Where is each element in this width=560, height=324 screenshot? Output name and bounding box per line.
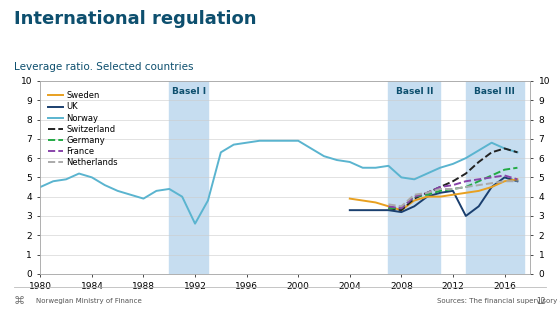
Text: Norwegian Ministry of Finance: Norwegian Ministry of Finance [36,298,142,304]
Text: ⌘: ⌘ [14,296,25,306]
Text: International regulation: International regulation [14,10,256,28]
Bar [169,81,208,274]
Text: Basel III: Basel III [474,87,515,96]
Legend: Sweden, UK, Norway, Switzerland, Germany, France, Netherlands: Sweden, UK, Norway, Switzerland, Germany… [44,88,121,170]
Text: Leverage ratio. Selected countries: Leverage ratio. Selected countries [14,62,194,72]
Text: 12: 12 [536,297,546,306]
Text: Basel I: Basel I [171,87,206,96]
Text: Basel II: Basel II [395,87,433,96]
Bar [389,81,440,274]
Text: Sources: The financial supervisory authority of Norway and Statistics Norway: Sources: The financial supervisory autho… [437,298,560,304]
Bar [466,81,524,274]
